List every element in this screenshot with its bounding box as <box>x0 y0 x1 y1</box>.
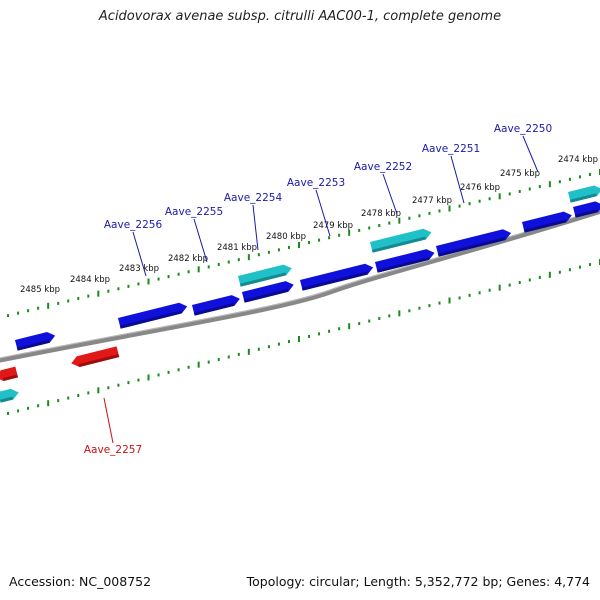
rna-gene-arrow[interactable] <box>370 227 433 253</box>
forward-gene-arrow[interactable] <box>15 330 56 351</box>
genome-summary-text: Topology: circular; Length: 5,352,772 bp… <box>246 574 590 589</box>
leader-line <box>315 189 331 237</box>
leader-line <box>132 231 147 277</box>
forward-gene-arrow[interactable] <box>375 247 436 273</box>
label-leader-lines <box>103 135 539 444</box>
leader-line <box>382 173 398 215</box>
ruler-tick-label: 2484 kbp <box>70 275 110 285</box>
gene-label-aave-2252[interactable]: Aave_2252 <box>354 161 412 173</box>
ruler-tick-label: 2482 kbp <box>168 254 208 264</box>
leader-line <box>103 397 114 444</box>
forward-gene-arrow[interactable] <box>573 200 600 218</box>
leader-line <box>252 204 259 251</box>
ruler-tick-label: 2483 kbp <box>119 264 159 274</box>
gene-label-aave-2251[interactable]: Aave_2251 <box>422 143 480 155</box>
genome-backbone <box>0 208 600 363</box>
leader-line <box>450 155 465 204</box>
ruler-tick-label: 2481 kbp <box>217 243 257 253</box>
rna-gene-arrow[interactable] <box>568 184 600 203</box>
gene-label-aave-2250[interactable]: Aave_2250 <box>494 123 552 135</box>
gene-label-aave-2254[interactable]: Aave_2254 <box>224 192 283 204</box>
ruler-tick-label: 2478 kbp <box>361 209 401 219</box>
ruler-tick-label: 2477 kbp <box>412 196 452 206</box>
inner-ruler <box>7 259 600 415</box>
accession-text: Accession: NC_008752 <box>9 574 152 589</box>
ruler-tick-label: 2479 kbp <box>313 221 353 231</box>
ruler-tick-label: 2475 kbp <box>500 169 540 179</box>
ruler-tick-label: 2474 kbp <box>558 155 598 165</box>
forward-gene-arrow[interactable] <box>192 293 241 316</box>
forward-gene-arrow[interactable] <box>118 301 189 329</box>
rna-gene-arrow[interactable] <box>238 263 293 287</box>
gene-features <box>0 184 600 403</box>
forward-gene-arrow[interactable] <box>242 279 295 303</box>
gene-label-aave-2257[interactable]: Aave_2257 <box>84 444 142 456</box>
gene-label-aave-2256[interactable]: Aave_2256 <box>104 219 163 231</box>
gene-label-aave-2255[interactable]: Aave_2255 <box>165 206 223 218</box>
rna-gene-arrow[interactable] <box>0 387 20 403</box>
forward-gene-arrow[interactable] <box>522 210 573 233</box>
ruler-tick-label: 2476 kbp <box>460 183 500 193</box>
ruler-tick-label: 2480 kbp <box>266 232 306 242</box>
map-title: Acidovorax avenae subsp. citrulli AAC00-… <box>98 9 502 24</box>
gene-label-aave-2253[interactable]: Aave_2253 <box>287 177 345 189</box>
leader-line <box>193 218 208 263</box>
ruler-tick-label: 2485 kbp <box>20 285 60 295</box>
reverse-gene-arrow[interactable] <box>70 346 120 368</box>
forward-gene-arrow[interactable] <box>436 228 512 257</box>
forward-gene-arrow[interactable] <box>300 262 374 291</box>
leader-line <box>522 135 539 173</box>
reverse-gene-arrow[interactable] <box>0 366 19 383</box>
outer-ruler <box>7 169 600 318</box>
